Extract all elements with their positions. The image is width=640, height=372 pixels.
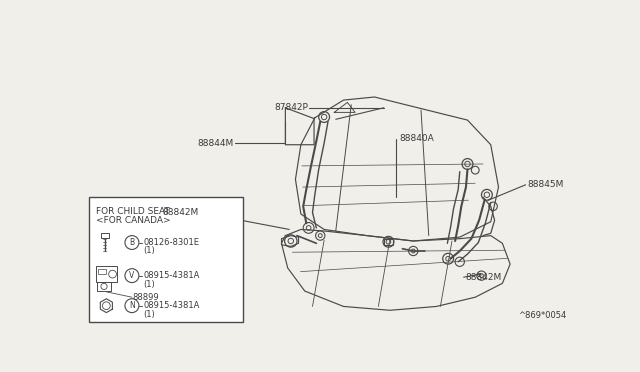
- Text: B: B: [129, 238, 134, 247]
- Text: (1): (1): [143, 310, 156, 319]
- Circle shape: [102, 302, 110, 310]
- Text: 08126-8301E: 08126-8301E: [143, 238, 200, 247]
- Bar: [384, 239, 393, 245]
- Text: 08915-4381A: 08915-4381A: [143, 271, 200, 280]
- Text: ^869*0054: ^869*0054: [518, 311, 566, 320]
- Text: 88842M: 88842M: [465, 273, 501, 282]
- Circle shape: [125, 269, 139, 283]
- Circle shape: [125, 299, 139, 312]
- Bar: [95, 266, 117, 282]
- Bar: [98, 269, 106, 274]
- Text: 88842M: 88842M: [163, 208, 198, 217]
- Text: 88844M: 88844M: [197, 139, 234, 148]
- Text: 88845M: 88845M: [527, 180, 564, 189]
- Text: 88840A: 88840A: [399, 134, 434, 143]
- Text: 88899: 88899: [132, 293, 159, 302]
- Text: V: V: [129, 271, 134, 280]
- Text: 08915-4381A: 08915-4381A: [143, 301, 200, 310]
- Circle shape: [101, 283, 107, 289]
- Circle shape: [125, 235, 139, 250]
- Text: <FOR CANADA>: <FOR CANADA>: [95, 216, 170, 225]
- Text: (1): (1): [143, 280, 156, 289]
- Text: FOR CHILD SEAT: FOR CHILD SEAT: [95, 207, 169, 216]
- Text: (1): (1): [143, 247, 156, 256]
- Text: N: N: [129, 301, 135, 310]
- Circle shape: [109, 270, 116, 278]
- Text: 87842P: 87842P: [275, 103, 308, 112]
- Bar: [97, 282, 111, 291]
- Bar: [90, 197, 243, 322]
- Bar: [101, 233, 109, 238]
